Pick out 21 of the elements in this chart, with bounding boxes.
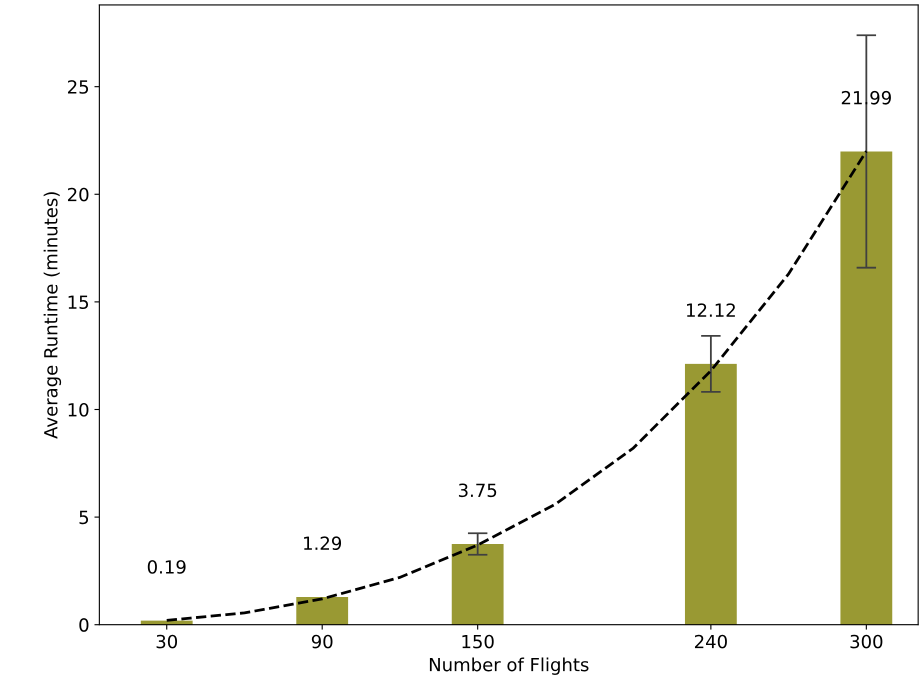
y-tick-label: 5	[80, 510, 88, 524]
x-tick-label: 240	[694, 634, 727, 648]
y-tick-label: 0	[79, 618, 88, 632]
x-tick-label: 300	[850, 634, 882, 648]
bar	[296, 596, 348, 625]
x-tick-label: 150	[462, 634, 494, 648]
x-tick-label: 90	[312, 634, 332, 648]
y-tick-label: 15	[68, 296, 88, 309]
data-label: 1.29	[304, 536, 342, 550]
y-tick-label: 20	[68, 188, 88, 202]
data-label: 0.19	[148, 560, 186, 574]
bar	[684, 364, 737, 625]
data-label: 3.75	[458, 483, 496, 498]
bar	[840, 151, 892, 625]
x-axis-title: Number of Flights	[430, 657, 588, 675]
data-label: 12.12	[687, 303, 735, 317]
y-tick-label: 25	[68, 80, 88, 94]
bar	[452, 544, 504, 625]
y-tick-label: 10	[68, 402, 88, 417]
y-axis-title: Average Runtime (minutes)	[44, 192, 62, 439]
x-tick-label: 30	[156, 634, 178, 648]
